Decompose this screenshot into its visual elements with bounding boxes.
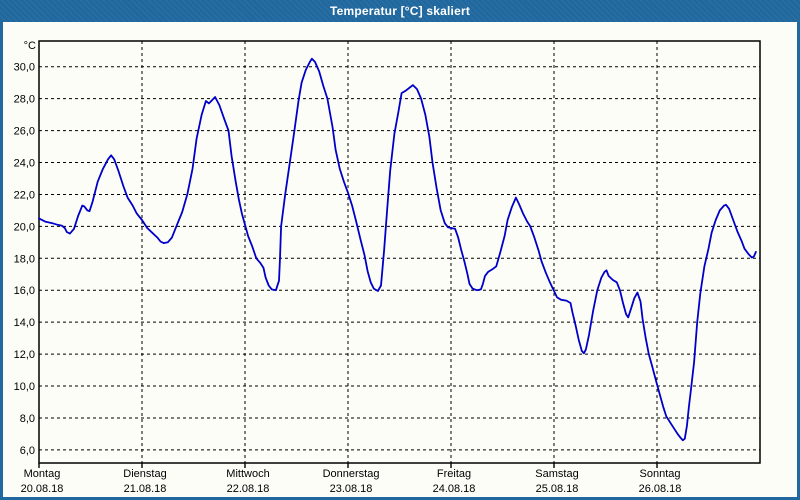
y-tick-label: 28,0 xyxy=(14,94,35,106)
y-tick-label: 22,0 xyxy=(14,189,35,201)
y-axis-unit-label: °C xyxy=(24,40,36,52)
temperature-line xyxy=(38,57,757,442)
x-day-date: 25.08.18 xyxy=(536,483,579,495)
y-tick-label: 18,0 xyxy=(14,253,35,265)
y-tick-label: 8,0 xyxy=(20,413,35,425)
y-tick-label: 16,0 xyxy=(14,285,35,297)
x-day-name: Mittwoch xyxy=(226,468,269,480)
x-day-date: 24.08.18 xyxy=(433,483,476,495)
x-day-date: 20.08.18 xyxy=(21,483,64,495)
x-day-date: 21.08.18 xyxy=(124,483,167,495)
y-tick-label: 10,0 xyxy=(14,381,35,393)
temperature-chart: 30,0 28,0 26,0 24,0 22,0 20,0 18,0 16,0 14,0 12,0… xyxy=(14,40,761,495)
chart-container: 30,0 28,0 26,0 24,0 22,0 20,0 18,0 16,0 14,0 12,0… xyxy=(3,22,797,497)
x-day-date: 23.08.18 xyxy=(330,483,373,495)
y-tick-label: 26,0 xyxy=(14,126,35,138)
x-day-name: Freitag xyxy=(437,468,471,480)
x-day-date: 26.08.18 xyxy=(639,483,682,495)
y-tick-label: 14,0 xyxy=(14,317,35,329)
y-tick-label: 12,0 xyxy=(14,349,35,361)
x-day-name: Montag xyxy=(24,468,61,480)
y-tick-label: 6,0 xyxy=(20,445,35,457)
x-day-date: 22.08.18 xyxy=(227,483,270,495)
x-day-name: Sonntag xyxy=(640,468,681,480)
y-tick-label: 24,0 xyxy=(14,158,35,170)
window-title: Temperatur [°C] skaliert xyxy=(329,4,471,18)
x-day-name: Samstag xyxy=(535,468,578,480)
plot-border xyxy=(38,40,761,464)
x-day-name: Dienstag xyxy=(123,468,166,480)
y-tick-label: 20,0 xyxy=(14,221,35,233)
x-day-name: Donnerstag xyxy=(323,468,380,480)
window-titlebar[interactable]: Temperatur [°C] skaliert xyxy=(0,0,800,22)
y-tick-label: 30,0 xyxy=(14,62,35,74)
